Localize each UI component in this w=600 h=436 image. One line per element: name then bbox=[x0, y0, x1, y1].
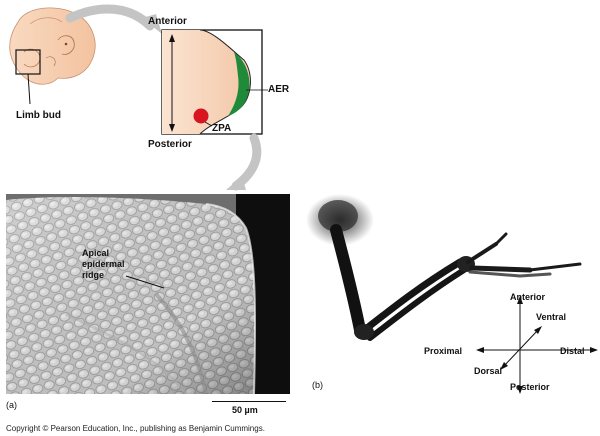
panel-a-label: (a) bbox=[6, 400, 17, 410]
scale-bar-label: 50 µm bbox=[232, 405, 258, 415]
limb-skeleton-photo bbox=[306, 194, 582, 341]
zoom-arrow-bottom-head bbox=[226, 176, 246, 190]
limb-development-diagram bbox=[9, 4, 268, 191]
axis-distal-label: Distal bbox=[560, 346, 585, 356]
panel-b-label: (b) bbox=[312, 380, 323, 390]
axis-posterior-label: Posterior bbox=[510, 382, 550, 392]
apical-label-line1: Apical bbox=[82, 248, 110, 258]
apical-ridge-leader-line bbox=[125, 275, 165, 289]
anterior-label-top: Anterior bbox=[148, 16, 187, 27]
axis-proximal-label: Proximal bbox=[424, 346, 463, 356]
posterior-label-top: Posterior bbox=[148, 139, 192, 150]
zpa-leader-line bbox=[204, 121, 213, 127]
axis-anterior-label: Anterior bbox=[510, 292, 546, 302]
embryo-drawing bbox=[9, 7, 96, 85]
limb-bud-tissue bbox=[162, 30, 251, 134]
axis-dorsal-label: Dorsal bbox=[474, 366, 503, 376]
copyright-notice: Copyright © Pearson Education, Inc., pub… bbox=[6, 424, 265, 433]
body-axes-diagram bbox=[476, 296, 598, 394]
sem-micrograph bbox=[6, 194, 290, 394]
limb-bud-label: Limb bud bbox=[16, 110, 61, 121]
limb-bud-leader-line bbox=[27, 73, 31, 105]
zoom-arrow-top bbox=[65, 4, 155, 31]
zpa-region bbox=[193, 108, 209, 124]
zpa-label: ZPA bbox=[212, 123, 232, 134]
apical-label-line2: epidermal bbox=[82, 259, 125, 269]
apical-ridge-label: Apical epidermal ridge bbox=[82, 248, 125, 281]
zoom-arrow-top-head bbox=[142, 14, 162, 34]
apical-label-line3: ridge bbox=[82, 270, 105, 280]
scale-bar bbox=[212, 401, 286, 402]
axis-ventral-label: Ventral bbox=[536, 312, 567, 322]
aer-region bbox=[228, 52, 250, 116]
aer-label: AER bbox=[268, 84, 290, 95]
